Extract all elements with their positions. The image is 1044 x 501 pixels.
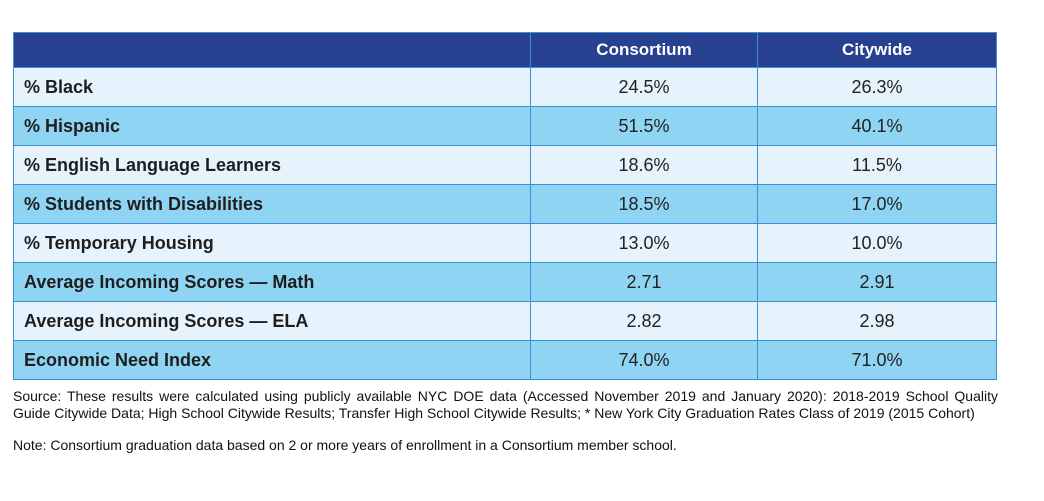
comparison-table-container: Consortium Citywide % Black 24.5% 26.3% … [13,32,997,380]
citywide-value: 2.98 [757,301,997,341]
row-label: % Students with Disabilities [13,184,531,224]
enrollment-note: Note: Consortium graduation data based o… [13,437,677,453]
consortium-value: 2.82 [530,301,758,341]
header-empty-cell [13,32,531,68]
row-label: % English Language Learners [13,145,531,185]
row-label: Economic Need Index [13,340,531,380]
footnotes: Source: These results were calculated us… [13,388,998,454]
source-note: Source: These results were calculated us… [13,388,998,421]
consortium-value: 18.5% [530,184,758,224]
table-row: % Black 24.5% 26.3% [13,67,997,107]
row-label: % Hispanic [13,106,531,146]
citywide-value: 11.5% [757,145,997,185]
citywide-value: 71.0% [757,340,997,380]
row-label: % Black [13,67,531,107]
table-row: % Temporary Housing 13.0% 10.0% [13,223,997,263]
citywide-value: 40.1% [757,106,997,146]
table-header-row: Consortium Citywide [13,32,997,68]
table-row: % Hispanic 51.5% 40.1% [13,106,997,146]
consortium-value: 74.0% [530,340,758,380]
citywide-value: 10.0% [757,223,997,263]
consortium-value: 2.71 [530,262,758,302]
consortium-value: 51.5% [530,106,758,146]
table-row: Average Incoming Scores — Math 2.71 2.91 [13,262,997,302]
table-row: % Students with Disabilities 18.5% 17.0% [13,184,997,224]
row-label: Average Incoming Scores — ELA [13,301,531,341]
comparison-table: Consortium Citywide % Black 24.5% 26.3% … [13,32,997,380]
header-consortium: Consortium [530,32,758,68]
consortium-value: 18.6% [530,145,758,185]
row-label: % Temporary Housing [13,223,531,263]
header-citywide: Citywide [757,32,997,68]
citywide-value: 17.0% [757,184,997,224]
consortium-value: 24.5% [530,67,758,107]
table-row: Average Incoming Scores — ELA 2.82 2.98 [13,301,997,341]
citywide-value: 26.3% [757,67,997,107]
row-label: Average Incoming Scores — Math [13,262,531,302]
table-row: Economic Need Index 74.0% 71.0% [13,340,997,380]
consortium-value: 13.0% [530,223,758,263]
citywide-value: 2.91 [757,262,997,302]
table-row: % English Language Learners 18.6% 11.5% [13,145,997,185]
